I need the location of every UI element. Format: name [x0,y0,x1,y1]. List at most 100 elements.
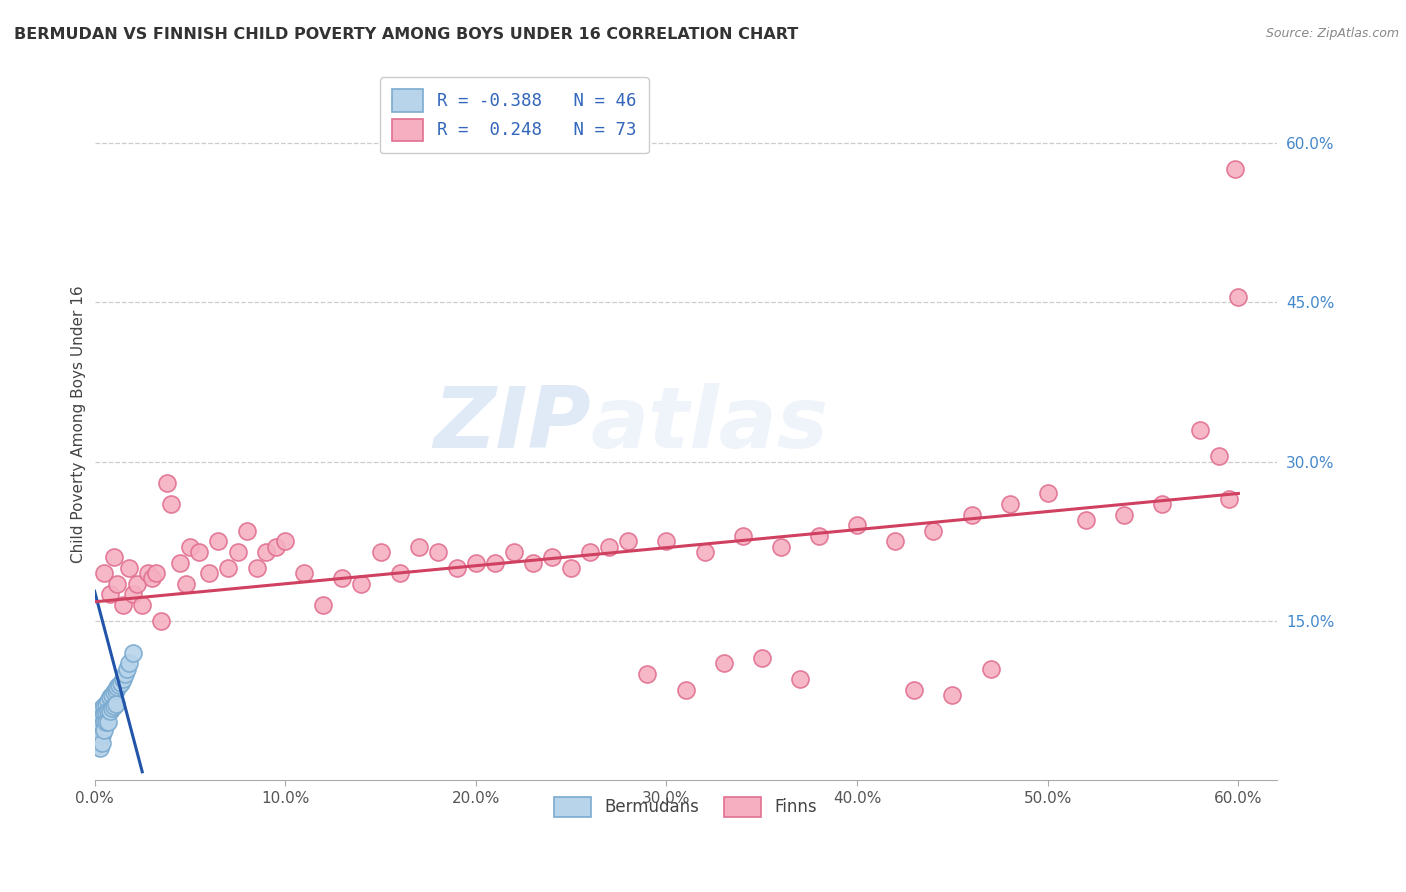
Point [903,683,925,698]
Point [103,698,125,713]
Point [87,714,110,729]
Text: BERMUDAN VS FINNISH CHILD POVERTY AMONG BOYS UNDER 16 CORRELATION CHART: BERMUDAN VS FINNISH CHILD POVERTY AMONG … [14,27,799,42]
Point [254,545,277,559]
Point [94,697,117,711]
Point [246,561,269,575]
Point [103,685,125,699]
Point [941,688,963,702]
Point [636,667,658,681]
Point [141,571,163,585]
Point [1112,508,1135,522]
Point [769,540,792,554]
Point [408,540,430,554]
Point [86,733,108,747]
Point [655,534,678,549]
Point [86,739,108,754]
Point [125,576,148,591]
Point [118,561,141,575]
Point [579,545,602,559]
Point [98,587,121,601]
Point [1208,450,1230,464]
Point [522,556,544,570]
Point [94,714,117,729]
Point [332,571,354,585]
Point [1074,513,1097,527]
Point [846,518,869,533]
Point [1189,423,1212,437]
Point [675,683,697,698]
Point [98,704,121,718]
Point [104,683,127,698]
Point [86,725,108,739]
Point [731,529,754,543]
Point [97,693,120,707]
Y-axis label: Child Poverty Among Boys Under 16: Child Poverty Among Boys Under 16 [72,285,86,563]
Point [93,723,115,738]
Point [131,598,153,612]
Point [160,497,183,511]
Point [91,718,114,732]
Point [86,720,108,734]
Point [87,723,110,737]
Point [980,662,1002,676]
Point [89,733,111,747]
Point [103,550,125,565]
Point [693,545,716,559]
Point [1036,486,1059,500]
Point [91,736,114,750]
Text: ZIP: ZIP [433,383,591,466]
Point [541,550,564,565]
Point [188,545,211,559]
Point [150,614,173,628]
Point [426,545,449,559]
Point [264,540,287,554]
Point [751,651,773,665]
Point [89,725,111,739]
Point [217,561,239,575]
Point [960,508,983,522]
Point [89,712,111,726]
Text: atlas: atlas [591,383,830,466]
Point [91,709,114,723]
Point [274,534,297,549]
Point [145,566,167,581]
Point [503,545,526,559]
Point [179,540,201,554]
Point [89,718,111,732]
Point [464,556,486,570]
Point [100,701,122,715]
Text: Source: ZipAtlas.com: Source: ZipAtlas.com [1265,27,1399,40]
Point [114,667,136,681]
Point [112,598,135,612]
Point [93,566,115,581]
Point [121,646,143,660]
Point [598,540,620,554]
Point [89,704,111,718]
Point [104,697,127,711]
Point [1227,290,1250,304]
Point [789,673,811,687]
Point [93,707,115,722]
Point [112,673,135,687]
Point [292,566,315,581]
Point [107,576,129,591]
Point [110,675,132,690]
Point [1223,162,1246,177]
Point [93,698,115,713]
Point [121,587,143,601]
Point [312,598,335,612]
Point [156,475,179,490]
Point [97,704,120,718]
Point [108,678,131,692]
Point [560,561,582,575]
Point [91,728,114,742]
Point [91,701,114,715]
Point [350,576,373,591]
Point [370,545,392,559]
Point [388,566,411,581]
Point [87,729,110,743]
Point [169,556,191,570]
Point [236,524,259,538]
Point [998,497,1021,511]
Point [100,688,122,702]
